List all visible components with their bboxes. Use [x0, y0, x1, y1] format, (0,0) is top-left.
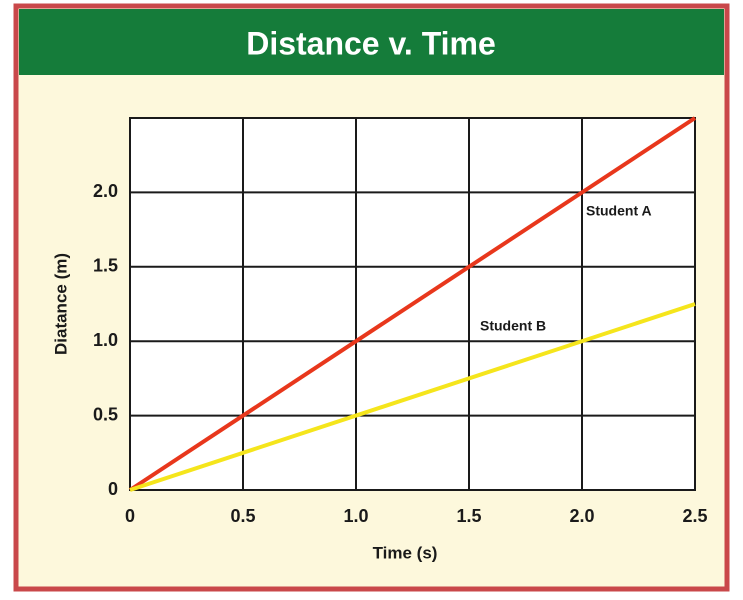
series-label: Student B: [480, 318, 546, 334]
y-tick-label: 1.5: [93, 256, 118, 276]
x-tick-label: 1.0: [343, 506, 368, 526]
x-tick-label: 1.5: [456, 506, 481, 526]
y-tick-label: 0: [108, 479, 118, 499]
data-line: [129, 302, 696, 492]
y-tick-label: 1.0: [93, 330, 118, 350]
x-tick-label: 0.5: [230, 506, 255, 526]
x-tick-label: 0: [125, 506, 135, 526]
x-tick-label: 2.5: [682, 506, 707, 526]
lines: [128, 116, 697, 492]
title-bar: [19, 9, 724, 75]
grid: [129, 118, 696, 491]
x-axis-label: Time (s): [373, 543, 438, 562]
series-label: Student A: [586, 203, 652, 219]
y-tick-label: 0.5: [93, 404, 118, 424]
x-tick-label: 2.0: [569, 506, 594, 526]
data-line: [128, 116, 697, 492]
chart-title: Distance v. Time: [246, 25, 496, 61]
y-tick-label: 2.0: [93, 181, 118, 201]
y-axis-label: Diatance (m): [51, 253, 70, 355]
